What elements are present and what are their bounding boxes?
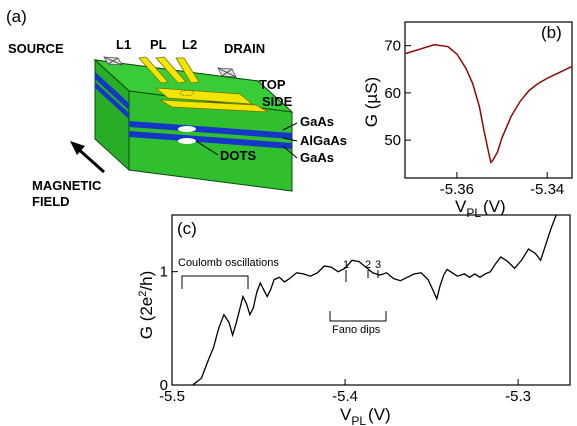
l2-label: L2 (182, 37, 197, 52)
algaas-layer-front (129, 121, 292, 139)
dots-arrow (195, 140, 219, 156)
algaas-arrow (282, 137, 298, 142)
chart-c-xlabel: VPL (V) (340, 405, 391, 426)
dip-1-label: 1 (343, 259, 349, 271)
gate-l2 (175, 57, 200, 84)
gate-l1 (138, 56, 169, 84)
gate-side (159, 99, 269, 113)
gaas-top-arrow (282, 122, 298, 131)
chart-c-xtick-label-1: -5.4 (332, 388, 358, 405)
chart-b: (b) -5.36 -5.34 50 60 70 G (µS) VPL (V) (362, 21, 573, 220)
chart-b-ytick-label-0: 50 (384, 132, 401, 149)
chart-b-panel-label: (b) (541, 23, 562, 42)
source-label: SOURCE (8, 41, 64, 56)
chart-c: (c) -5.5 -5.4 -5.301 Coulomb oscillations … (137, 214, 571, 426)
side-gate-label: SIDE (262, 94, 293, 109)
chart-c-panel-label: (c) (177, 219, 197, 238)
l1-label: L1 (116, 37, 131, 52)
chart-c-ytick-label-1: 1 (160, 264, 168, 281)
quantum-dot-1 (178, 126, 196, 132)
device-schematic: (a) SOURCE L1 PL L2 (6, 7, 347, 209)
fano-annotation: Fano dips (332, 324, 381, 336)
magnetic-field-arrow (75, 145, 105, 174)
gaas-bottom-label: GaAs (300, 150, 334, 165)
dip-3-label: 3 (375, 259, 381, 271)
coulomb-annotation: Coulomb oscillations (178, 257, 279, 269)
chart-b-ytick-label-1: 60 (384, 85, 401, 102)
gate-pl (155, 56, 187, 84)
chart-c-ticks: -5.5 -5.4 -5.3 0 1 (159, 264, 531, 405)
chart-b-fit-line (404, 44, 573, 164)
magnetic-field-arrowhead (70, 141, 85, 155)
substrate-left-face (94, 58, 130, 172)
quantum-dot-2 (178, 138, 196, 144)
gaas-bottom-arrow (282, 145, 298, 159)
coulomb-bracket (181, 275, 249, 289)
chart-b-series-line (404, 43, 573, 165)
drain-label: DRAIN (224, 41, 265, 56)
dots-label: DOTS (220, 148, 256, 163)
chart-b-xlabel: VPL (V) (455, 197, 506, 220)
chart-b-xtick-label-0: -5.36 (440, 181, 474, 198)
gaas-layer-front (129, 131, 292, 149)
chart-b-ticks: -5.36 -5.34 50 60 70 (384, 38, 564, 198)
chart-b-xtick-label-1: -5.34 (530, 181, 564, 198)
fano-bracket (329, 311, 387, 322)
dip-2-label: 2 (365, 259, 371, 271)
pl-label: PL (150, 37, 167, 52)
chart-b-ytick-label-2: 70 (384, 38, 401, 55)
gate-top-dot (179, 90, 195, 96)
chart-c-frame (171, 214, 571, 386)
algaas-label: AlGaAs (300, 133, 347, 148)
chart-c-xtick-label-0: -5.5 (159, 388, 185, 405)
algaas-layer-left (95, 72, 129, 110)
field-label: FIELD (32, 194, 70, 209)
panel-a-label: (a) (6, 7, 27, 26)
chart-c-ytick-label-0: 0 (160, 377, 168, 394)
top-gate-label: TOP (259, 77, 286, 92)
gate-top (154, 87, 254, 105)
gaas-layer-left (95, 82, 129, 119)
chart-b-ylabel: G (µS) (362, 77, 381, 127)
chart-c-series-line (192, 214, 557, 386)
magnetic-label: MAGNETIC (32, 178, 102, 193)
gaas-top-label: GaAs (300, 114, 334, 129)
chart-c-xtick-label-2: -5.3 (505, 388, 531, 405)
chart-b-frame (404, 21, 573, 179)
chart-c-ylabel: G (2e2/h) (137, 271, 156, 340)
